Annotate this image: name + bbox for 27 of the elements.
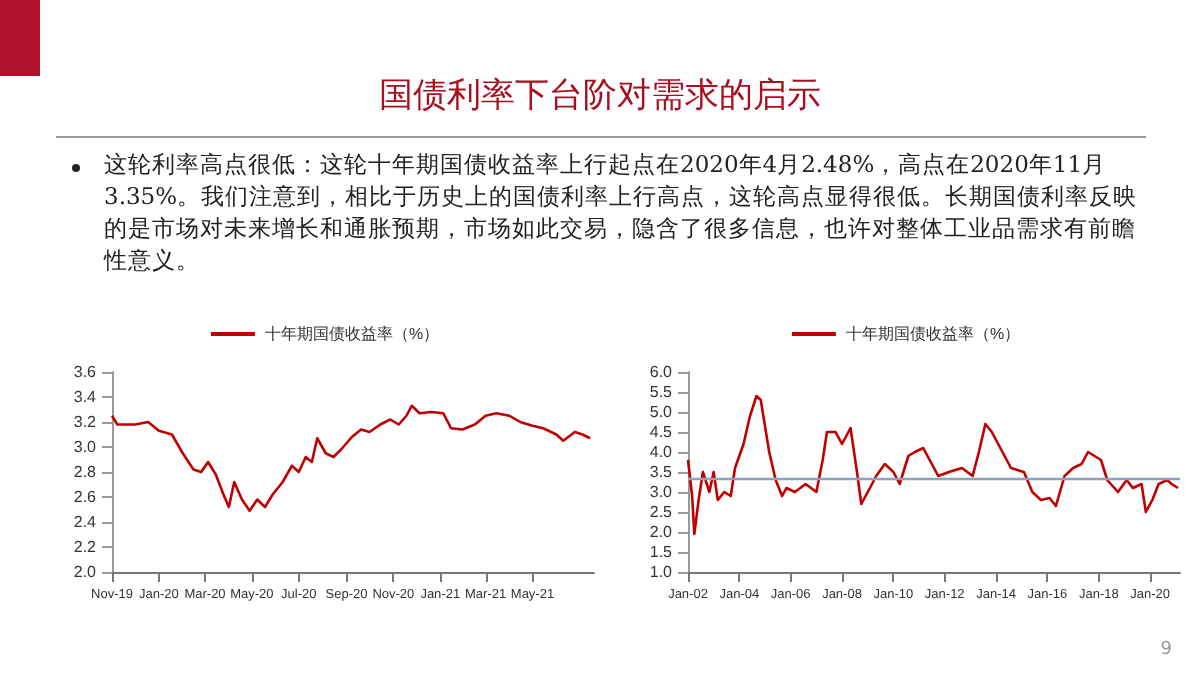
text: 国债利率下台阶对需求的启示	[377, 74, 823, 118]
y-tick-label: 3.2	[73, 413, 98, 431]
y-tick-label: 1.5	[649, 543, 674, 561]
y-tick-label: 4.0	[649, 443, 674, 461]
y-tick-label: 2.0	[649, 523, 674, 541]
text: 这轮利率高点很低：这轮十年期国债收益率上行起点在2020年4月2.48%，高点在2020年11月3.35%。我们注意到，相比于历史上的国债利率上行高点，这轮高点显得很低。长期国债利率反映的是市场对未来增长和通胀预期，市场如此交易，隐含了很多信息，也许对整体工业品需求有前瞻性意义。	[104, 148, 1140, 276]
y-tick-label: 3.0	[649, 483, 674, 501]
text: 9	[1160, 640, 1172, 660]
line-series	[686, 394, 1180, 536]
y-tick-label: 2.2	[73, 538, 98, 556]
y-tick-label: 5.0	[649, 403, 674, 421]
y-tick-label: 2.6	[73, 488, 98, 506]
y-tick-label: 2.8	[73, 463, 98, 481]
y-tick-label: 3.6	[73, 363, 98, 381]
y-tick-label: 3.4	[73, 388, 98, 406]
y-tick-label: 6.0	[649, 363, 674, 381]
y-tick-label: 2.5	[649, 503, 674, 521]
y-tick-label: 2.0	[73, 563, 98, 581]
y-tick-label: 1.0	[649, 563, 674, 581]
y-tick-label: 3.5	[649, 463, 674, 481]
y-tick-label: 2.4	[73, 513, 98, 531]
legend-label: 十年期国债收益率（%）	[264, 325, 440, 343]
y-tick-label: 3.0	[73, 438, 98, 456]
legend-label: 十年期国债收益率（%）	[845, 325, 1021, 343]
y-tick-label: 4.5	[649, 423, 674, 441]
y-tick-label: 5.5	[649, 383, 674, 401]
line-series	[110, 404, 592, 513]
